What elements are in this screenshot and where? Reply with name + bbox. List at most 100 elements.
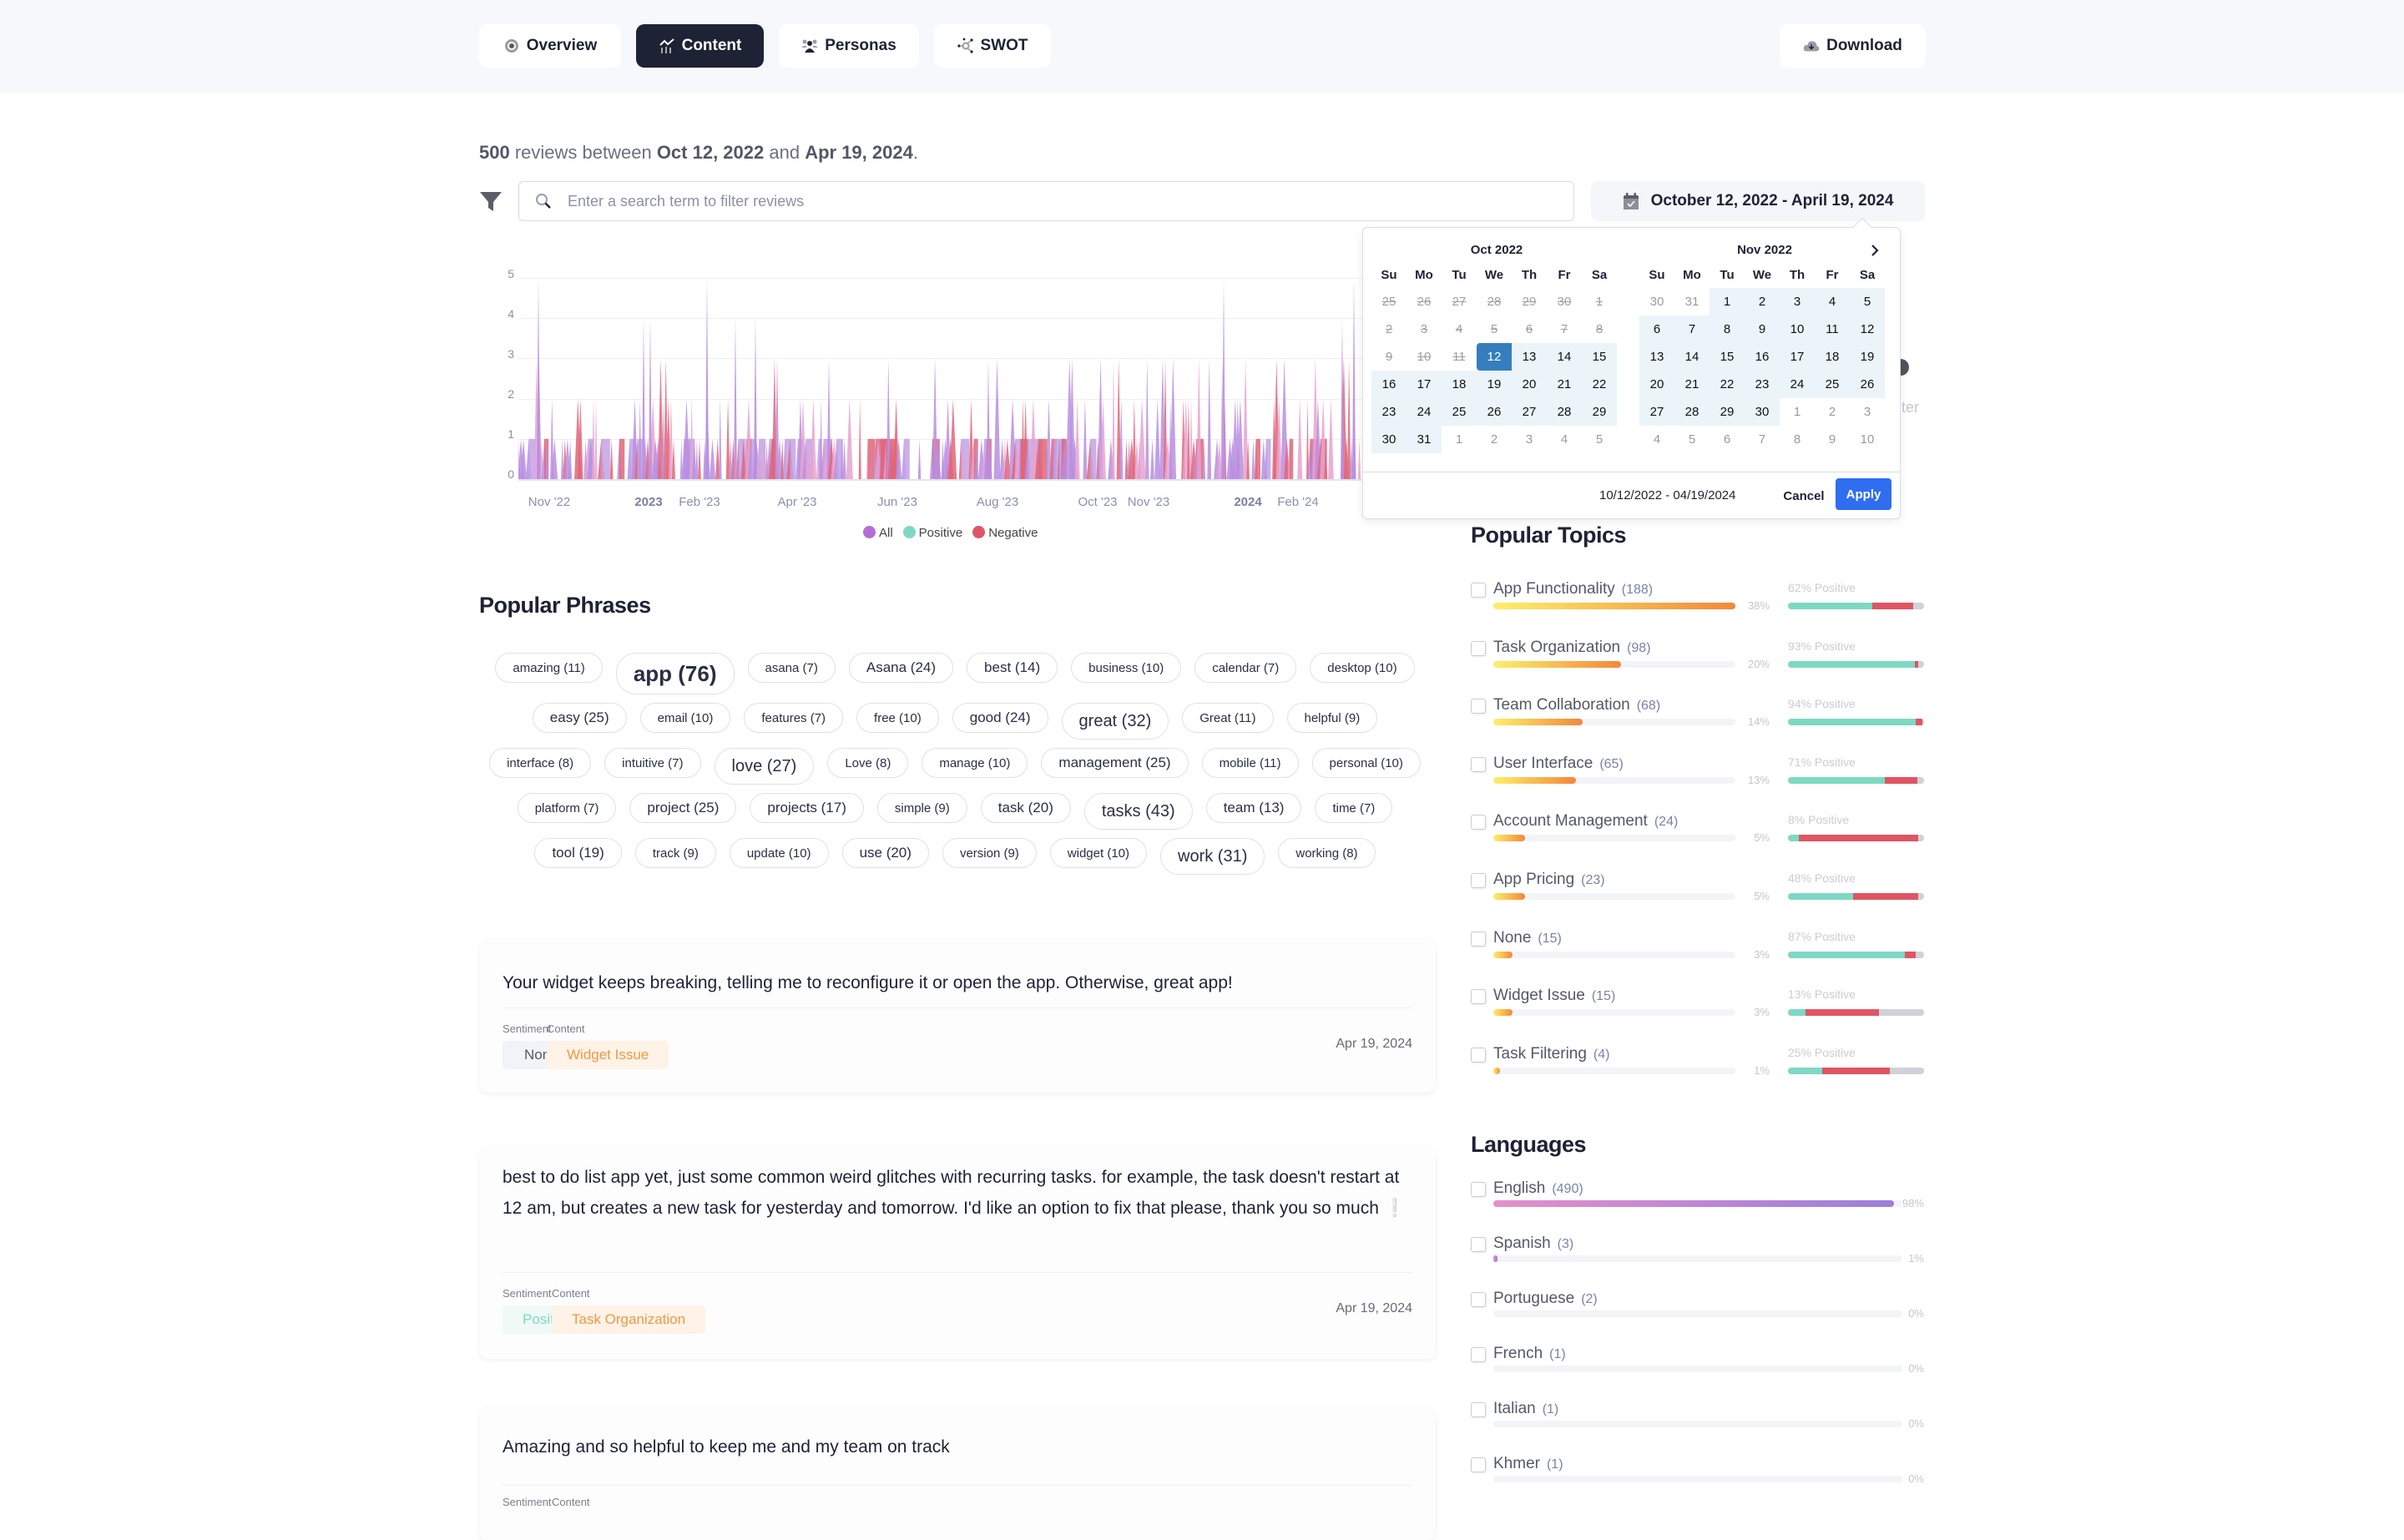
topic-checkbox[interactable]: [1471, 583, 1486, 598]
calendar-day[interactable]: 7: [1758, 432, 1766, 447]
calendar-day[interactable]: 25: [1442, 398, 1477, 426]
phrase-chip[interactable]: calendar (7): [1194, 653, 1297, 683]
calendar-day[interactable]: 7: [1674, 316, 1710, 343]
calendar-day[interactable]: 28: [1674, 398, 1710, 426]
calendar-day[interactable]: 9: [1745, 316, 1780, 343]
topic-checkbox[interactable]: [1471, 815, 1486, 831]
calendar-day[interactable]: 14: [1547, 343, 1582, 371]
language-checkbox[interactable]: [1471, 1237, 1486, 1252]
phrase-chip[interactable]: track (9): [634, 838, 716, 868]
download-button[interactable]: Download: [1780, 24, 1926, 68]
phrase-chip[interactable]: use (20): [841, 838, 929, 868]
calendar-day[interactable]: 23: [1745, 371, 1780, 398]
calendar-day[interactable]: 28: [1547, 398, 1582, 426]
phrase-chip[interactable]: asana (7): [747, 653, 836, 683]
calendar-day[interactable]: 22: [1582, 371, 1617, 398]
phrase-chip[interactable]: platform (7): [517, 793, 617, 823]
calendar-day[interactable]: 23: [1371, 398, 1407, 426]
phrase-chip[interactable]: projects (17): [750, 793, 864, 823]
calendar-day[interactable]: 18: [1442, 371, 1477, 398]
phrase-chip[interactable]: love (27): [714, 748, 815, 785]
phrase-chip[interactable]: business (10): [1071, 653, 1182, 683]
calendar-day[interactable]: 17: [1780, 343, 1815, 371]
phrase-chip[interactable]: best (14): [967, 653, 1058, 683]
topic-checkbox[interactable]: [1471, 699, 1486, 714]
calendar-day[interactable]: 10: [1860, 432, 1875, 447]
phrase-chip[interactable]: Asana (24): [848, 653, 954, 683]
calendar-day[interactable]: 19: [1477, 371, 1512, 398]
calendar-day[interactable]: 6: [1639, 316, 1674, 343]
language-checkbox[interactable]: [1471, 1292, 1486, 1307]
calendar-day[interactable]: 3: [1780, 288, 1815, 316]
calendar-day[interactable]: 3: [1863, 405, 1871, 419]
phrase-chip[interactable]: time (7): [1315, 793, 1393, 823]
phrase-chip[interactable]: personal (10): [1311, 748, 1421, 778]
calendar-day[interactable]: 12: [1850, 316, 1885, 343]
calendar-day[interactable]: 31: [1407, 426, 1442, 453]
content-badge[interactable]: Widget Issue: [547, 1041, 669, 1069]
calendar-day[interactable]: 2: [1828, 405, 1836, 419]
calendar-day[interactable]: 5: [1688, 432, 1696, 447]
calendar-day[interactable]: 10: [1780, 316, 1815, 343]
phrase-chip[interactable]: Great (11): [1182, 703, 1274, 733]
calendar-day[interactable]: 27: [1639, 398, 1674, 426]
calendar-day[interactable]: 4: [1653, 432, 1661, 447]
calendar-day[interactable]: 18: [1815, 343, 1850, 371]
phrase-chip[interactable]: app (76): [615, 653, 735, 694]
search-input[interactable]: [568, 192, 1553, 210]
topic-checkbox[interactable]: [1471, 931, 1486, 947]
phrase-chip[interactable]: free (10): [856, 703, 939, 733]
calendar-day[interactable]: 15: [1582, 343, 1617, 371]
tab-personas[interactable]: Personas: [779, 24, 919, 68]
phrase-chip[interactable]: widget (10): [1049, 838, 1147, 868]
phrase-chip[interactable]: intuitive (7): [604, 748, 701, 778]
calendar-day[interactable]: 12: [1477, 343, 1512, 371]
topic-checkbox[interactable]: [1471, 1047, 1486, 1063]
language-checkbox[interactable]: [1471, 1457, 1486, 1472]
calendar-day[interactable]: 9: [1828, 432, 1836, 447]
calendar-day[interactable]: 14: [1674, 343, 1710, 371]
content-badge[interactable]: Task Organization: [552, 1305, 706, 1334]
calendar-day[interactable]: 26: [1477, 398, 1512, 426]
calendar-day[interactable]: 11: [1815, 316, 1850, 343]
phrase-chip[interactable]: working (8): [1278, 838, 1376, 868]
calendar-day[interactable]: 4: [1815, 288, 1850, 316]
calendar-day[interactable]: 24: [1407, 398, 1442, 426]
phrase-chip[interactable]: tool (19): [534, 838, 622, 868]
filter-icon[interactable]: [479, 189, 503, 213]
phrase-chip[interactable]: version (9): [942, 838, 1037, 868]
calendar-day[interactable]: 16: [1745, 343, 1780, 371]
phrase-chip[interactable]: features (7): [744, 703, 844, 733]
calendar-day[interactable]: 20: [1512, 371, 1547, 398]
search-field[interactable]: [518, 181, 1574, 221]
calendar-day[interactable]: 30: [1371, 426, 1407, 453]
phrase-chip[interactable]: desktop (10): [1310, 653, 1415, 683]
language-checkbox[interactable]: [1471, 1402, 1486, 1417]
calendar-day[interactable]: 13: [1639, 343, 1674, 371]
topic-checkbox[interactable]: [1471, 640, 1486, 656]
phrase-chip[interactable]: Love (8): [827, 748, 909, 778]
phrase-chip[interactable]: interface (8): [489, 748, 592, 778]
phrase-chip[interactable]: update (10): [729, 838, 829, 868]
phrase-chip[interactable]: amazing (11): [495, 653, 603, 683]
phrase-chip[interactable]: tasks (43): [1083, 793, 1193, 830]
calendar-day[interactable]: 5: [1850, 288, 1885, 316]
calendar-day[interactable]: 29: [1710, 398, 1745, 426]
calendar-day[interactable]: 19: [1850, 343, 1885, 371]
calendar-day[interactable]: 21: [1547, 371, 1582, 398]
calendar-day[interactable]: 13: [1512, 343, 1547, 371]
phrase-chip[interactable]: easy (25): [532, 703, 627, 733]
phrase-chip[interactable]: work (31): [1160, 838, 1265, 875]
calendar-day[interactable]: 1: [1455, 432, 1463, 447]
phrase-chip[interactable]: mobile (11): [1201, 748, 1299, 778]
legend-item-positive[interactable]: Positive: [902, 526, 962, 540]
legend-item-all[interactable]: All: [863, 526, 893, 540]
calendar-day[interactable]: 16: [1371, 371, 1407, 398]
phrase-chip[interactable]: manage (10): [922, 748, 1028, 778]
phrase-chip[interactable]: helpful (9): [1286, 703, 1378, 733]
topic-checkbox[interactable]: [1471, 989, 1486, 1005]
cancel-button[interactable]: Cancel: [1772, 481, 1836, 511]
calendar-day[interactable]: 25: [1815, 371, 1850, 398]
calendar-day[interactable]: 20: [1639, 371, 1674, 398]
legend-item-negative[interactable]: Negative: [972, 526, 1038, 540]
